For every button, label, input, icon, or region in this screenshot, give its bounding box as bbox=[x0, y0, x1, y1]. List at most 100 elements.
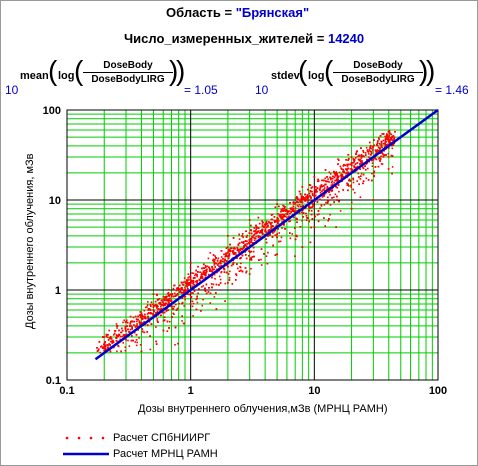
scatter-point bbox=[184, 298, 186, 301]
scatter-point bbox=[289, 237, 292, 240]
scatter-point bbox=[106, 336, 109, 338]
scatter-point bbox=[314, 215, 316, 218]
scatter-point bbox=[124, 325, 127, 328]
scatter-point bbox=[165, 310, 168, 312]
scatter-point bbox=[340, 175, 343, 178]
scatter-point bbox=[171, 305, 173, 308]
scatter-point bbox=[162, 311, 164, 314]
scatter-point bbox=[250, 237, 253, 240]
scatter-point bbox=[139, 344, 142, 346]
scatter-point bbox=[364, 165, 366, 167]
scatter-point bbox=[206, 270, 208, 273]
y-tick-label: 0.1 bbox=[46, 375, 61, 387]
scatter-point bbox=[119, 338, 121, 341]
scatter-point bbox=[338, 171, 341, 174]
scatter-point bbox=[164, 302, 167, 304]
scatter-point bbox=[352, 162, 354, 164]
scatter-point bbox=[238, 248, 241, 251]
scatter-point bbox=[318, 188, 321, 191]
scatter-point bbox=[157, 321, 159, 323]
scatter-point bbox=[389, 140, 391, 142]
scatter-point bbox=[360, 157, 363, 159]
scatter-point bbox=[186, 280, 188, 282]
scatter-point bbox=[306, 198, 308, 200]
scatter-point bbox=[195, 308, 198, 311]
scatter-point bbox=[196, 274, 198, 276]
scatter-point bbox=[383, 150, 385, 152]
scatter-point bbox=[127, 328, 129, 331]
scatter-point bbox=[107, 334, 109, 336]
scatter-point bbox=[225, 260, 228, 262]
scatter-point bbox=[109, 340, 112, 343]
scatter-point bbox=[376, 142, 379, 144]
scatter-point bbox=[299, 198, 302, 201]
scatter-point bbox=[389, 137, 392, 139]
scatter-point bbox=[109, 344, 111, 346]
scatter-point bbox=[160, 314, 162, 317]
scatter-point bbox=[103, 349, 105, 352]
legend-line-label: Расчет МРНЦ РАМН bbox=[113, 448, 218, 460]
scatter-point bbox=[350, 168, 353, 171]
scatter-point bbox=[316, 187, 319, 189]
scatter-point bbox=[103, 343, 106, 346]
scatter-point bbox=[248, 240, 251, 242]
scatter-point bbox=[386, 137, 389, 140]
scatter-point bbox=[390, 133, 393, 136]
scatter-point bbox=[195, 273, 197, 275]
scatter-point bbox=[250, 224, 252, 227]
scatter-point bbox=[114, 330, 116, 332]
scatter-point bbox=[149, 335, 151, 337]
scatter-point bbox=[235, 274, 238, 277]
scatter-point bbox=[312, 203, 314, 206]
scatter-point bbox=[205, 266, 207, 268]
scatter-point bbox=[256, 232, 258, 235]
scatter-point bbox=[218, 275, 221, 278]
scatter-point bbox=[166, 320, 169, 323]
scatter-point bbox=[280, 208, 283, 211]
scatter-point bbox=[212, 268, 214, 271]
scatter-point bbox=[270, 214, 273, 216]
scatter-point bbox=[296, 197, 299, 199]
scatter-point bbox=[278, 205, 280, 208]
scatter-point bbox=[146, 304, 149, 307]
scatter-point bbox=[302, 209, 304, 212]
scatter-point bbox=[312, 202, 314, 205]
stdev-close-paren: ) bbox=[426, 55, 436, 86]
count-heading: Число_измеренных_жителей = 14240 bbox=[124, 31, 364, 46]
stdev-result: = 1.46 bbox=[435, 83, 469, 97]
scatter-point bbox=[215, 308, 218, 310]
scatter-point bbox=[164, 304, 166, 306]
scatter-point bbox=[167, 301, 170, 304]
scatter-point bbox=[203, 263, 205, 266]
scatter-point bbox=[163, 311, 166, 314]
region-value: "Брянская" bbox=[235, 5, 310, 20]
scatter-point bbox=[354, 163, 357, 165]
scatter-point bbox=[232, 263, 234, 266]
scatter-point bbox=[319, 198, 321, 201]
scatter-point bbox=[302, 196, 304, 198]
scatter-point bbox=[391, 172, 393, 175]
scatter-point bbox=[110, 338, 113, 340]
scatter-point bbox=[192, 281, 195, 283]
scatter-point bbox=[204, 264, 207, 267]
scatter-point bbox=[170, 299, 173, 302]
scatter-point bbox=[280, 214, 282, 216]
scatter-point bbox=[278, 232, 280, 234]
scatter-point bbox=[337, 176, 339, 178]
y-tick-label: 100 bbox=[43, 105, 61, 117]
scatter-point bbox=[323, 204, 326, 206]
scatter-point bbox=[246, 234, 249, 237]
scatter-point bbox=[202, 298, 204, 301]
scatter-point bbox=[328, 171, 331, 173]
scatter-point bbox=[213, 268, 216, 271]
scatter-point bbox=[301, 198, 303, 201]
scatter-point bbox=[353, 166, 356, 168]
scatter-point bbox=[289, 202, 291, 204]
scatter-point bbox=[201, 267, 203, 270]
scatter-point bbox=[196, 275, 198, 278]
scatter-point bbox=[371, 149, 374, 151]
scatter-point bbox=[181, 288, 183, 291]
scatter-point bbox=[298, 190, 301, 193]
scatter-point bbox=[336, 177, 339, 180]
scatter-point bbox=[302, 212, 305, 214]
